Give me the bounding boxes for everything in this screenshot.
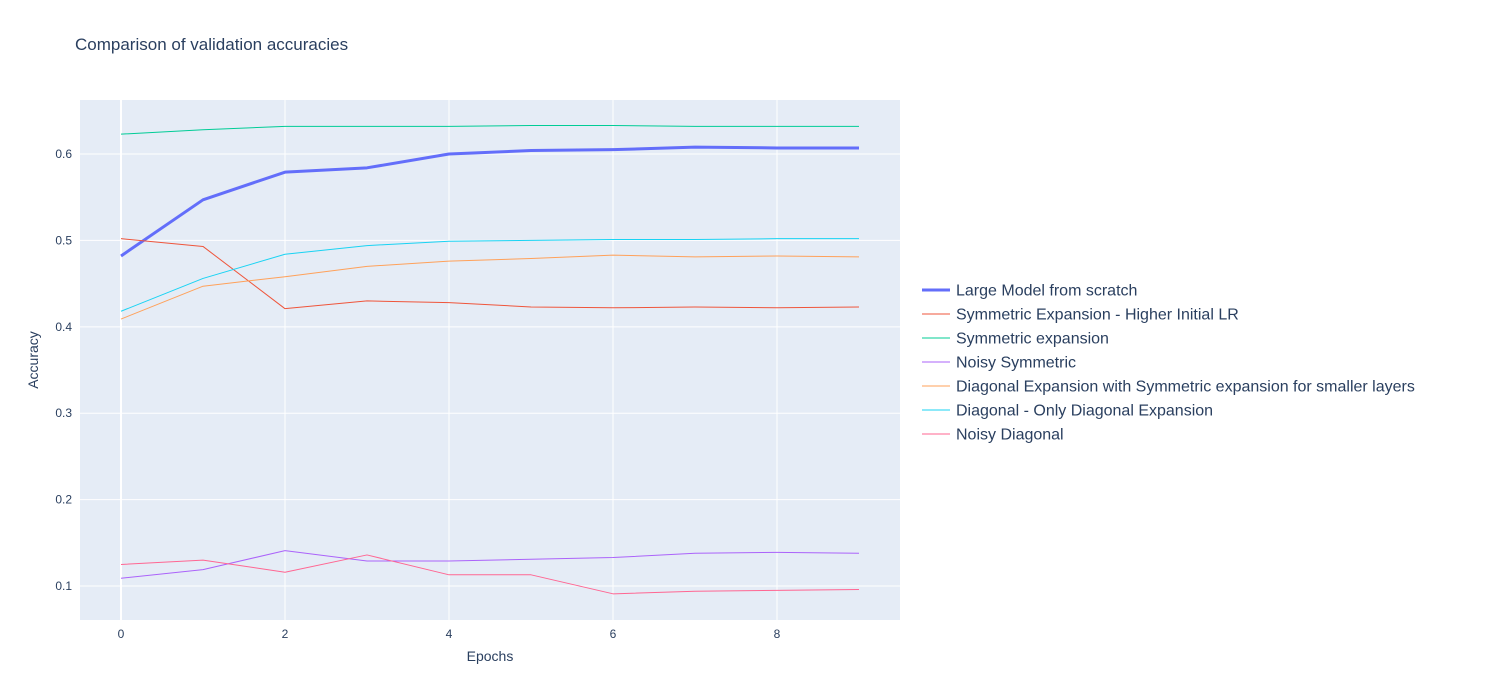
chart-title: Comparison of validation accuracies xyxy=(75,35,348,54)
y-tick-label: 0.1 xyxy=(55,579,72,593)
legend-label: Diagonal Expansion with Symmetric expans… xyxy=(956,379,1415,396)
legend-label: Noisy Diagonal xyxy=(956,427,1064,444)
legend-label: Symmetric Expansion - Higher Initial LR xyxy=(956,307,1239,324)
series-line xyxy=(120,124,859,135)
x-tick-label: 8 xyxy=(774,627,781,641)
y-tick-label: 0.4 xyxy=(55,320,72,334)
legend-label: Noisy Symmetric xyxy=(956,355,1076,372)
x-axis-label: Epochs xyxy=(467,648,514,664)
x-tick-label: 4 xyxy=(446,627,453,641)
series-line xyxy=(120,550,860,579)
x-tick-label: 2 xyxy=(282,627,289,641)
series-line xyxy=(120,238,860,310)
series-line xyxy=(120,145,859,258)
legend[interactable]: Large Model from scratch Symmetric Expans… xyxy=(922,283,1415,444)
y-tick-label: 0.6 xyxy=(55,147,72,161)
series-line xyxy=(120,254,860,320)
y-tick-label: 0.2 xyxy=(55,493,72,507)
plot-area xyxy=(80,100,900,620)
y-axis-label: Accuracy xyxy=(25,331,41,389)
legend-label: Large Model from scratch xyxy=(956,283,1137,300)
series-line xyxy=(120,238,859,312)
y-tick-label: 0.3 xyxy=(55,406,72,420)
series-line xyxy=(120,554,860,595)
y-tick-label: 0.5 xyxy=(55,233,72,247)
x-tick-label: 0 xyxy=(118,627,125,641)
legend-label: Symmetric expansion xyxy=(956,331,1109,348)
x-tick-label: 6 xyxy=(610,627,617,641)
legend-label: Diagonal - Only Diagonal Expansion xyxy=(956,403,1213,420)
